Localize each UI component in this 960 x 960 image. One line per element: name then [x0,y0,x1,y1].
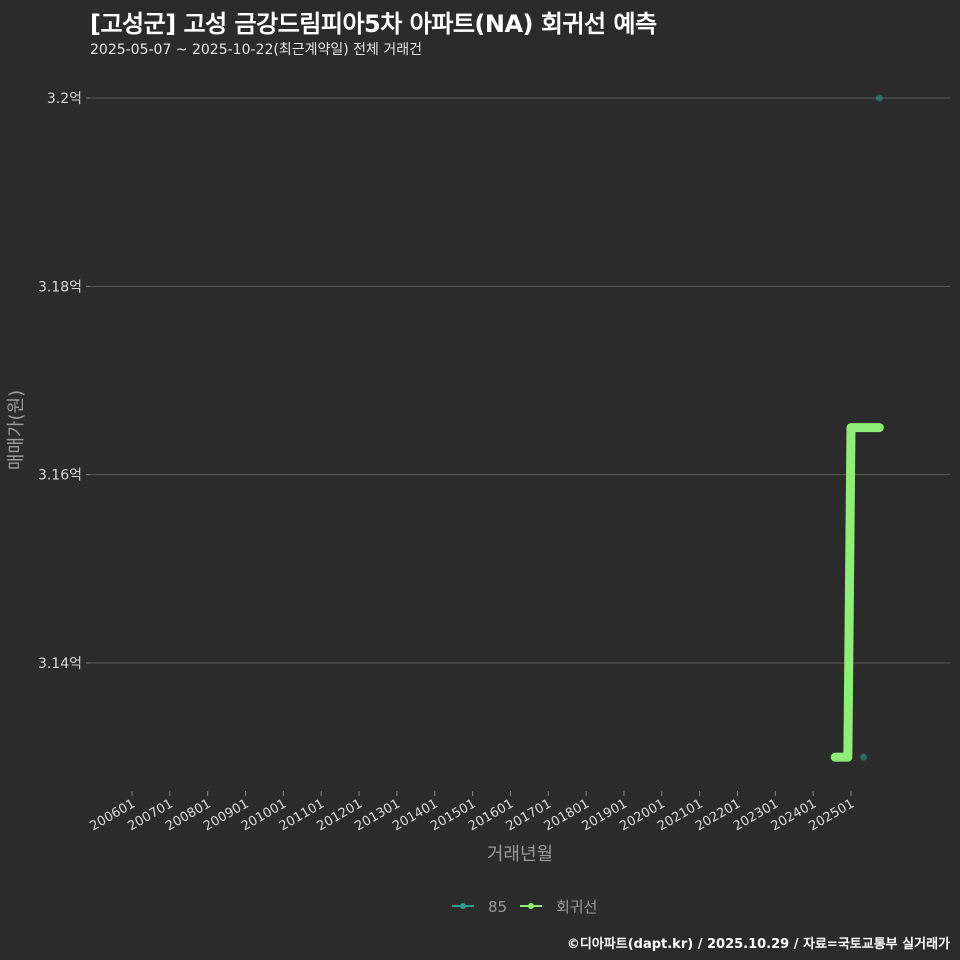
y-tick-label: 3.18억 [38,279,82,295]
x-axis-title: 거래년월 [487,844,553,865]
legend-regression-dot-icon [528,903,534,909]
legend-85-label: 85 [488,898,507,916]
y-axis-title: 매매가(원) [6,390,27,470]
data-point-85[interactable] [875,94,883,102]
y-tick-label: 3.14억 [38,656,82,672]
chart-title: [고성군] 고성 금강드림피아5차 아파트(NA) 회귀선 예측 [90,10,657,38]
legend-regression-label: 회귀선 [556,898,597,916]
legend: 85 회귀선 [452,898,597,916]
y-tick-label: 3.16억 [38,468,82,484]
y-tick-label: 3.2억 [47,91,82,107]
legend-85-dot-icon [460,903,466,909]
chart-subtitle: 2025-05-07 ~ 2025-10-22(최근계약일) 전체 거래건 [90,42,422,58]
data-point-85[interactable] [860,753,868,761]
regression-line [830,423,884,762]
footer-credit: ©디아파트(dapt.kr) / 2025.10.29 / 자료=국토교통부 실… [566,937,950,952]
